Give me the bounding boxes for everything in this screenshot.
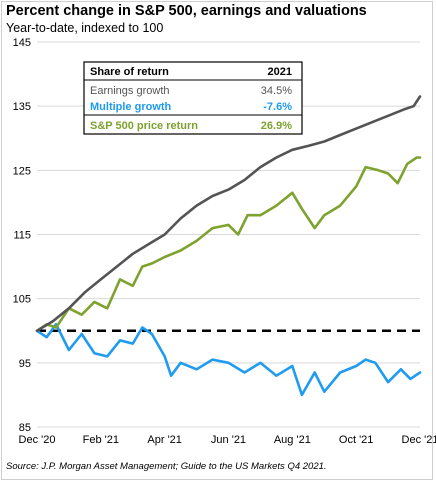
series-line-sp500	[35, 156, 422, 333]
x-tick-label: Aug '21	[274, 434, 311, 446]
y-tick-label: 85	[19, 422, 31, 434]
table-header-label: Share of return	[90, 66, 169, 78]
chart-subtitle: Year-to-date, indexed to 100	[6, 21, 164, 35]
table-border	[83, 61, 303, 135]
x-tick-label: Dec '20	[19, 434, 56, 446]
y-axis-ticks: 85 95 105 115 125 135 145	[13, 37, 31, 434]
x-tick-label: Feb '21	[83, 434, 119, 446]
table-row-sp500-value: 26.9%	[261, 120, 292, 132]
table-row-earnings-label: Earnings growth	[90, 85, 170, 97]
y-tick-label: 125	[13, 165, 31, 177]
table-row-multiple-label: Multiple growth	[90, 101, 172, 113]
series-line-multiple	[35, 322, 422, 397]
x-tick-label: Dec '21	[402, 434, 436, 446]
y-tick-label: 115	[13, 230, 31, 242]
series-lines	[35, 95, 422, 397]
table-row-earnings-value: 34.5%	[261, 85, 292, 97]
source-note: Source: J.P. Morgan Asset Management; Gu…	[6, 461, 327, 472]
x-tick-label: Jun '21	[211, 434, 246, 446]
chart-title: Percent change in S&P 500, earnings and …	[6, 3, 367, 19]
y-tick-label: 105	[13, 294, 31, 306]
table-header-year: 2021	[268, 66, 292, 78]
series-line-earnings	[35, 95, 422, 333]
y-tick-label: 95	[19, 358, 31, 370]
x-axis-ticks: Dec '20 Feb '21 Apr '21 Jun '21 Aug '21 Oct '…	[19, 434, 436, 446]
x-tick-label: Oct '21	[339, 434, 374, 446]
table-row-multiple-value: -7.6%	[263, 101, 292, 113]
table-row-sp500-label: S&P 500 price return	[90, 120, 198, 132]
y-tick-label: 135	[13, 101, 31, 113]
share-of-return-table: Share of return 2021 Earnings growth 34.…	[83, 61, 303, 135]
y-tick-label: 145	[13, 37, 31, 49]
x-tick-label: Apr '21	[147, 434, 182, 446]
